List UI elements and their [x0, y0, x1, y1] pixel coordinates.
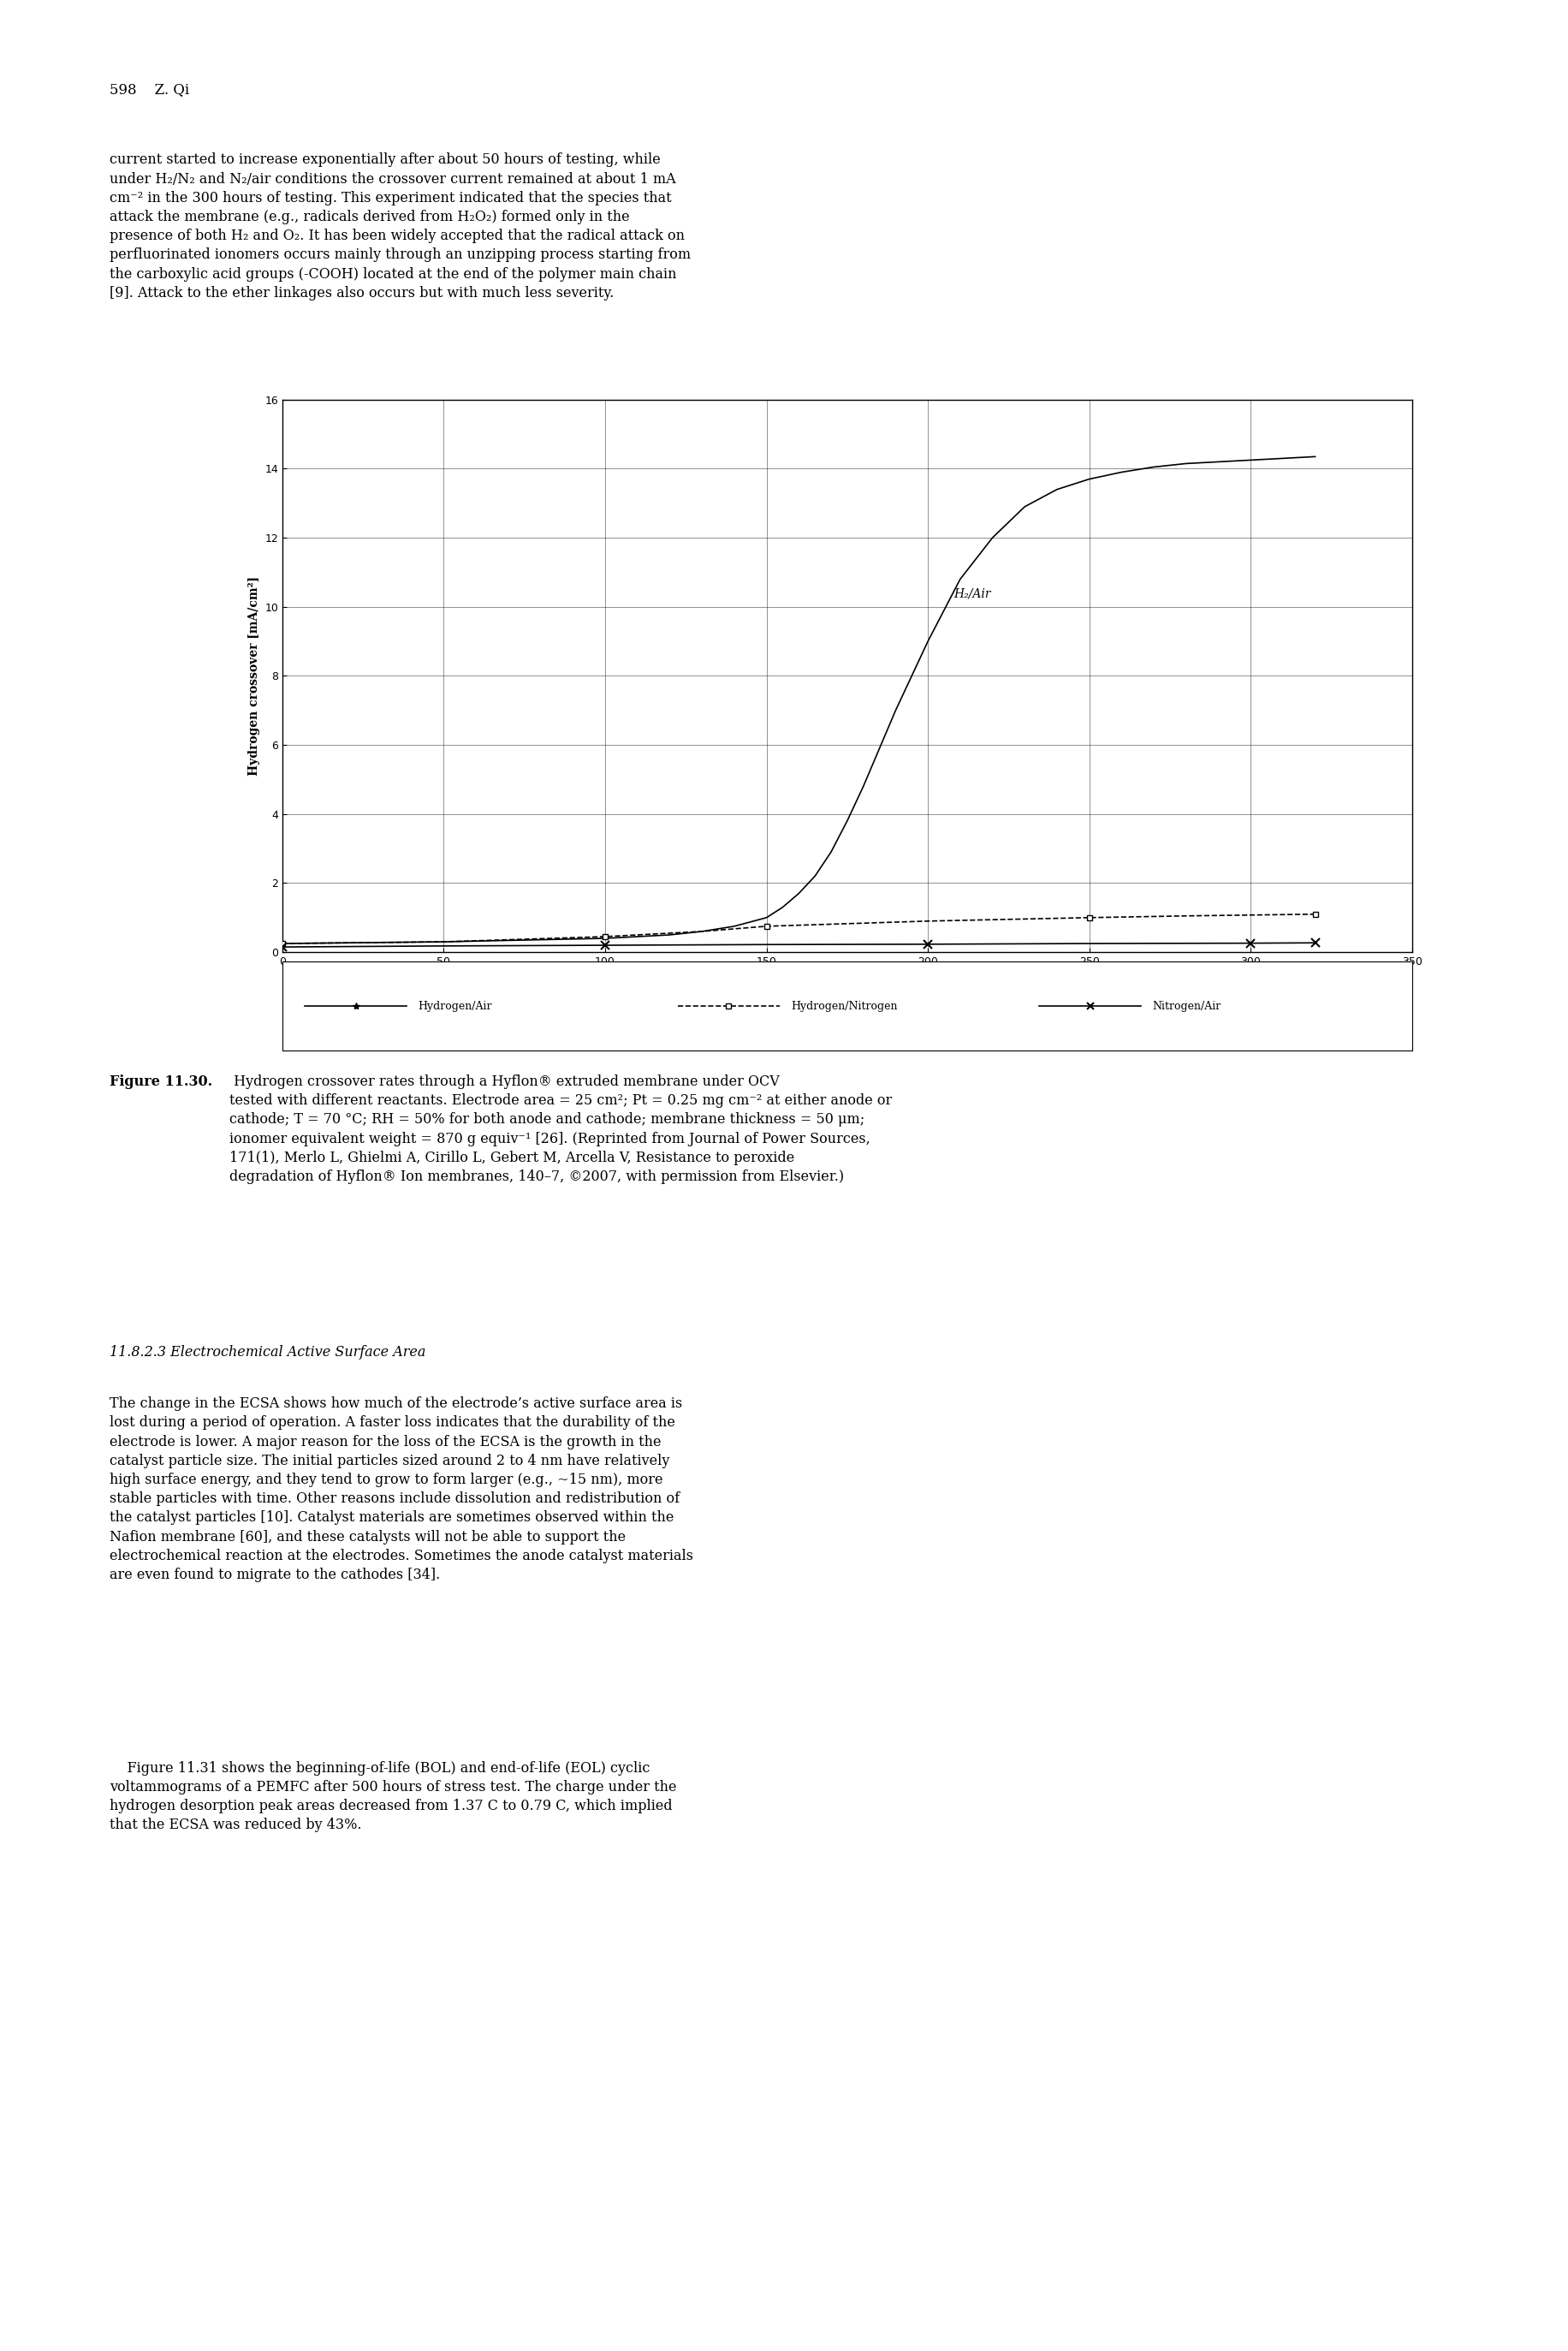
Text: Figure 11.31 shows the beginning-of-life (BOL) and end-of-life (EOL) cyclic
volt: Figure 11.31 shows the beginning-of-life… [110, 1761, 676, 1831]
Text: Hydrogen/Nitrogen: Hydrogen/Nitrogen [790, 1002, 897, 1011]
Text: H₂/Air: H₂/Air [953, 588, 991, 600]
Text: Hydrogen/Air: Hydrogen/Air [417, 1002, 492, 1011]
Text: 598    Z. Qi: 598 Z. Qi [110, 82, 190, 96]
Text: current started to increase exponentially after about 50 hours of testing, while: current started to increase exponentiall… [110, 153, 690, 301]
Text: Hydrogen crossover rates through a Hyflon® extruded membrane under OCV
tested wi: Hydrogen crossover rates through a Hyflo… [229, 1074, 891, 1185]
Y-axis label: Hydrogen crossover [mA/cm²]: Hydrogen crossover [mA/cm²] [248, 576, 260, 776]
Text: The change in the ECSA shows how much of the electrode’s active surface area is
: The change in the ECSA shows how much of… [110, 1396, 693, 1582]
Text: Figure 11.30.: Figure 11.30. [110, 1074, 213, 1089]
Text: 11.8.2.3 Electrochemical Active Surface Area: 11.8.2.3 Electrochemical Active Surface … [110, 1345, 426, 1359]
Text: Nitrogen/Air: Nitrogen/Air [1151, 1002, 1220, 1011]
X-axis label: Test Time [hours]: Test Time [hours] [787, 973, 906, 985]
